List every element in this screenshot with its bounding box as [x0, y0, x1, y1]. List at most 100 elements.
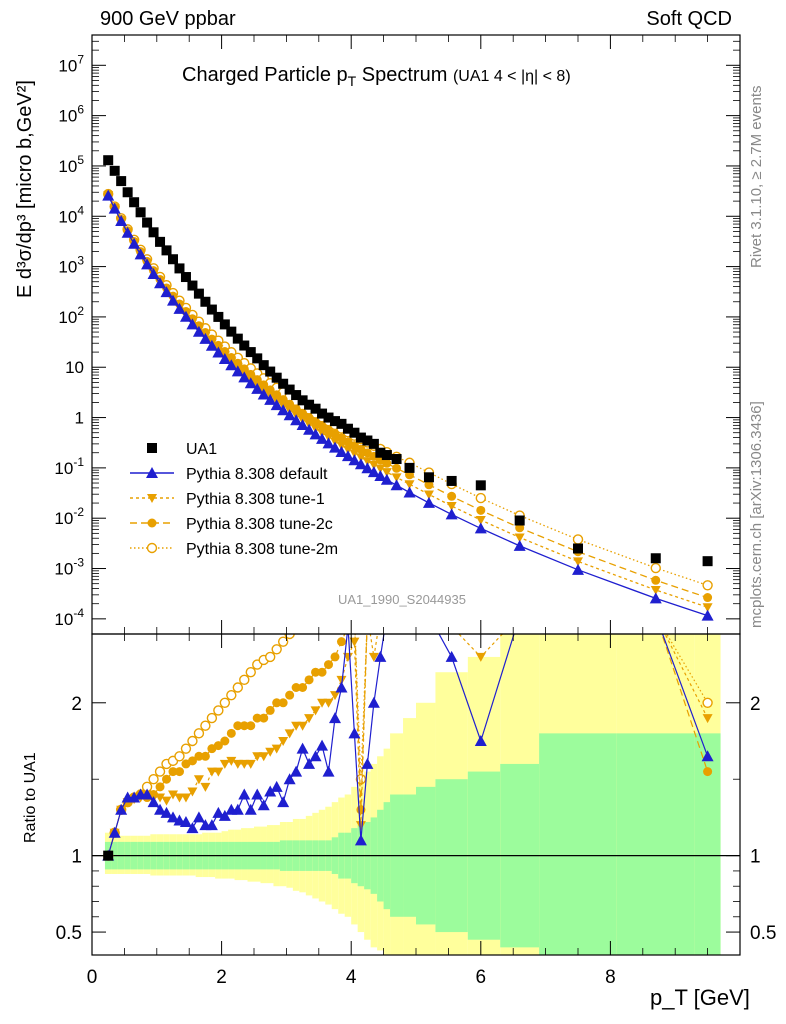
data-point	[245, 347, 256, 358]
main-point	[134, 248, 147, 260]
data-point	[323, 412, 334, 423]
data-point	[252, 353, 263, 364]
data-point	[213, 311, 224, 322]
main-point	[355, 453, 366, 463]
main-point	[446, 501, 457, 511]
main-point	[702, 603, 713, 613]
ratio-point	[194, 751, 204, 761]
ratio-point	[336, 675, 347, 685]
ratio-point	[324, 660, 334, 670]
main-point	[572, 563, 584, 575]
data-point	[116, 176, 127, 187]
data-point	[232, 333, 243, 344]
data-point	[391, 454, 402, 465]
main-point	[192, 325, 205, 337]
main-point	[381, 468, 392, 478]
ratio-axis-label: Ratio to UA1	[22, 752, 39, 843]
main-point	[141, 258, 154, 270]
main-point	[573, 557, 583, 567]
y-tick-label: 10-4	[54, 606, 84, 629]
main-point	[108, 202, 121, 214]
main-point	[205, 339, 218, 351]
main-point	[270, 399, 283, 411]
plot-title: Charged Particle pT Spectrum (UA1 4 < |η…	[182, 64, 571, 89]
ratio-point	[245, 667, 256, 678]
ratio-point	[186, 822, 199, 834]
main-point	[342, 445, 353, 455]
ratio-point	[239, 721, 249, 731]
ratio-point	[232, 759, 243, 769]
ratio-point	[278, 737, 289, 746]
main-point	[651, 575, 661, 585]
ratio-point	[317, 698, 328, 708]
main-point	[218, 352, 231, 364]
data-point	[168, 254, 178, 265]
data-point	[174, 263, 185, 274]
data-point	[265, 366, 276, 377]
ratio-point	[303, 757, 316, 769]
ratio-point	[285, 690, 295, 700]
ratio-point	[316, 739, 329, 751]
ratio-point	[291, 683, 301, 692]
ratio-point	[226, 689, 237, 701]
ratio-point	[200, 751, 210, 761]
main-point	[391, 473, 402, 483]
header-left: 900 GeV ppbar	[100, 8, 236, 30]
ratio-band-inner	[694, 733, 721, 955]
ratio-point	[212, 806, 225, 818]
ratio-point	[284, 729, 295, 739]
analysis-watermark: UA1_1990_S2044935	[338, 592, 466, 607]
ratio-point	[361, 757, 374, 769]
ratio-point	[265, 705, 275, 715]
main-point	[702, 580, 713, 591]
data-point	[404, 462, 415, 473]
main-point	[362, 457, 373, 467]
ratio-point	[252, 752, 263, 762]
main-point	[303, 423, 316, 435]
x-tick-label: 6	[476, 967, 487, 988]
data-point	[317, 408, 328, 419]
ratio-point	[205, 819, 218, 831]
main-point	[324, 425, 334, 435]
main-point	[115, 215, 128, 227]
main-point	[277, 404, 290, 416]
plot-title-cut: (UA1 4 < |η| < 8)	[452, 68, 571, 85]
data-point	[304, 399, 315, 410]
main-point	[474, 522, 487, 534]
side-label-mcplots: mcplots.cern.ch [arXiv:1306.3436]	[748, 401, 765, 628]
header-right: Soft QCD	[646, 8, 732, 30]
ratio-point	[330, 652, 340, 662]
ratio-point	[702, 697, 713, 708]
ratio-point	[251, 788, 264, 800]
y-tick-label: 104	[58, 203, 84, 226]
data-point	[349, 427, 360, 438]
side-label-rivet: Rivet 3.1.10, ≥ 2.7M events	[748, 85, 765, 269]
ratio-band-inner	[616, 733, 695, 955]
ratio-point	[160, 806, 173, 818]
ratio-point	[445, 650, 458, 662]
ratio-point	[701, 750, 714, 762]
main-point	[167, 294, 179, 306]
data-point	[702, 556, 713, 567]
x-tick-label: 0	[87, 967, 98, 988]
ratio-point	[239, 759, 250, 769]
main-panel-content	[102, 155, 714, 621]
ratio-point	[270, 780, 283, 792]
legend-label-2: Pythia 8.308 tune-1	[186, 491, 325, 508]
ratio-point	[174, 751, 185, 762]
ratio-point	[271, 744, 282, 754]
data-point	[355, 432, 366, 443]
y-tick-label: 107	[58, 52, 84, 75]
y-tick-label: 105	[58, 153, 84, 176]
data-point	[193, 288, 204, 299]
main-point	[311, 417, 321, 427]
main-point	[304, 413, 314, 423]
ratio-point	[219, 759, 230, 769]
legend-marker-4	[146, 542, 158, 554]
main-point	[199, 332, 212, 344]
main-point	[348, 454, 361, 466]
ratio-point	[297, 721, 308, 731]
ratio-point	[193, 728, 205, 739]
legend-marker-3	[147, 518, 157, 528]
